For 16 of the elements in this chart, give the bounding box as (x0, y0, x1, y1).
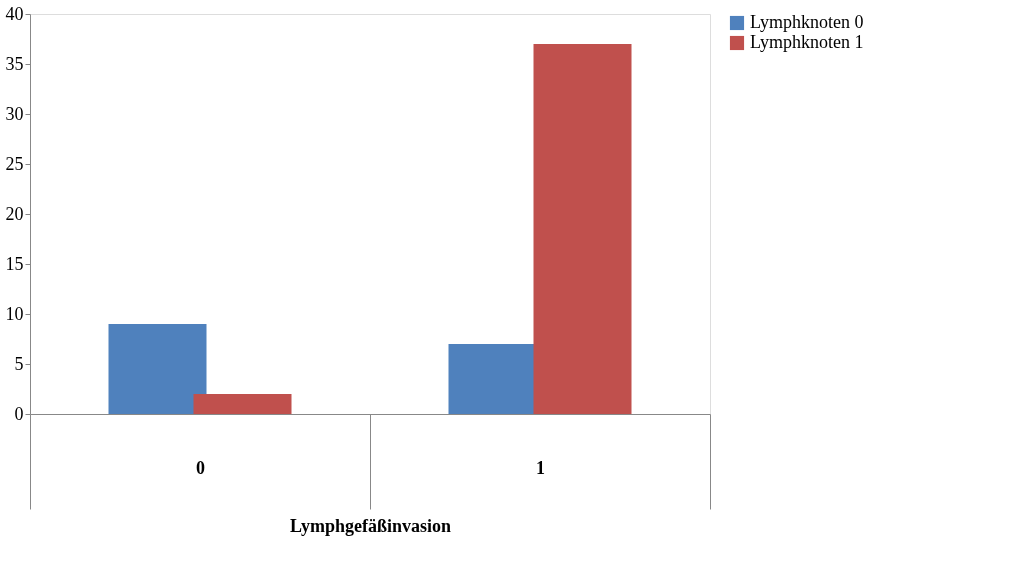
y-tick-label: 5 (14, 353, 24, 374)
y-tick-label: 20 (5, 203, 24, 224)
bar (108, 324, 207, 414)
y-tick-label: 15 (5, 253, 24, 274)
bar (533, 44, 632, 414)
y-tick-label: 10 (5, 303, 24, 324)
legend-label: Lymphknoten 0 (750, 12, 864, 32)
y-tick-label: 40 (5, 3, 24, 24)
x-axis-title: Lymphgefäßinvasion (289, 516, 452, 536)
legend-label: Lymphknoten 1 (750, 32, 864, 52)
y-tick-label: 0 (14, 403, 24, 424)
x-tick-label: 1 (536, 457, 545, 478)
y-tick-label: 25 (5, 153, 24, 174)
bar (193, 394, 292, 414)
y-tick-label: 35 (5, 53, 24, 74)
y-tick-label: 30 (5, 103, 24, 124)
